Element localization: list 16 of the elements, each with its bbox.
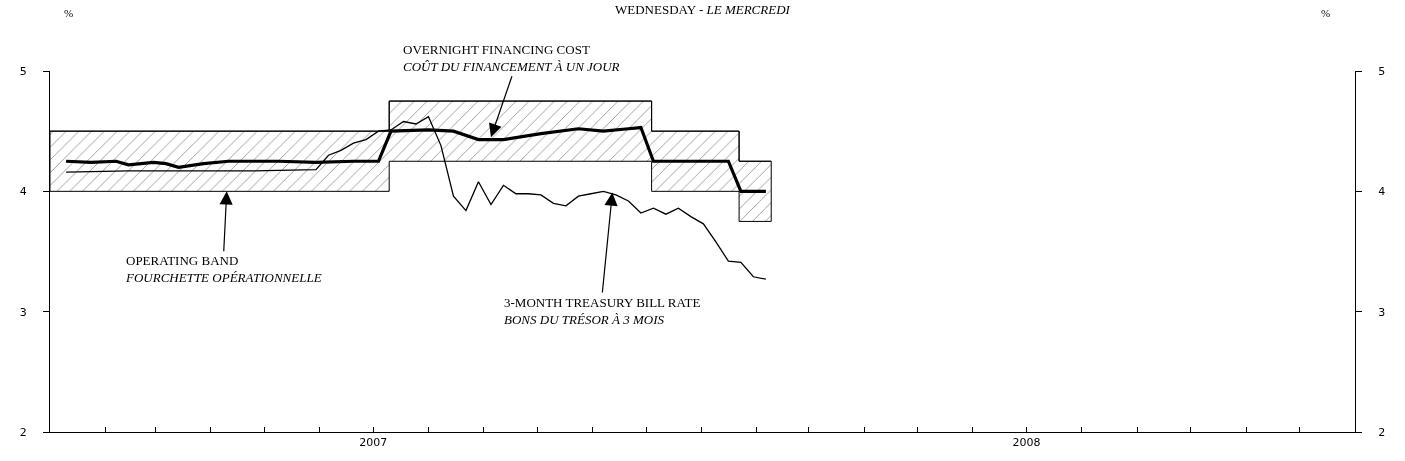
y-tick-label: 4 — [19, 185, 27, 199]
x-tick-label: 2008 — [1012, 436, 1041, 450]
annotation: OPERATING BAND FOURCHETTE OPÉRATIONNELLE — [125, 253, 322, 285]
chart-title: WEDNESDAY - LE MERCREDI — [615, 2, 791, 17]
y2-tick-label: 5 — [1378, 64, 1386, 78]
annotation: OVERNIGHT FINANCING COST COÛT DU FINANCEMENT À UN JOUR — [403, 42, 620, 74]
y-tick-label: 5 — [19, 64, 27, 78]
x-tick-label: 2007 — [359, 436, 388, 450]
y-axis-title: % — [64, 7, 74, 19]
y2-tick-label: 3 — [1378, 305, 1386, 319]
y2-tick-label: 2 — [1378, 425, 1386, 439]
annotation: 3-MONTH TREASURY BILL RATE BONS DU TRÉSOR À 3 MOIS — [504, 295, 701, 327]
y-tick-label: 2 — [19, 425, 27, 439]
y-tick-label: 3 — [19, 305, 27, 319]
y2-tick-label: 4 — [1378, 185, 1386, 199]
y2-axis-title: % — [1321, 7, 1331, 19]
